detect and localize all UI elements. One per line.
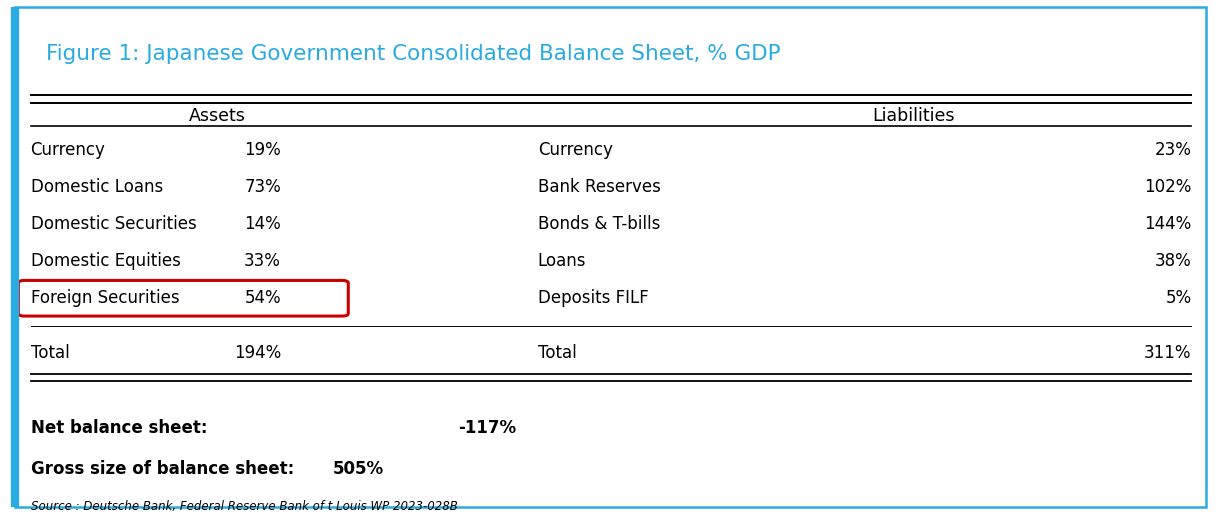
Text: Net balance sheet:: Net balance sheet: (31, 418, 207, 437)
Text: 33%: 33% (244, 252, 281, 270)
Text: 14%: 14% (244, 215, 281, 233)
Text: Domestic Loans: Domestic Loans (31, 178, 163, 196)
Text: Source : Deutsche Bank, Federal Reserve Bank of t Louis WP 2023-028B: Source : Deutsche Bank, Federal Reserve … (31, 499, 457, 512)
Text: Domestic Equities: Domestic Equities (31, 252, 181, 270)
Text: Domestic Securities: Domestic Securities (31, 215, 197, 233)
Text: Loans: Loans (538, 252, 587, 270)
Text: 144%: 144% (1144, 215, 1191, 233)
Text: 505%: 505% (332, 460, 384, 478)
Text: 194%: 194% (233, 344, 281, 362)
Text: Total: Total (538, 344, 577, 362)
Text: Deposits FILF: Deposits FILF (538, 289, 649, 307)
Text: Bonds & T-bills: Bonds & T-bills (538, 215, 660, 233)
Text: Figure 1: Japanese Government Consolidated Balance Sheet, % GDP: Figure 1: Japanese Government Consolidat… (46, 44, 781, 64)
Text: Currency: Currency (31, 141, 105, 158)
Text: Bank Reserves: Bank Reserves (538, 178, 661, 196)
Text: 311%: 311% (1144, 344, 1191, 362)
Text: 102%: 102% (1144, 178, 1191, 196)
Text: Currency: Currency (538, 141, 612, 158)
Text: 38%: 38% (1155, 252, 1191, 270)
Text: Foreign Securities: Foreign Securities (31, 289, 180, 307)
Text: 19%: 19% (244, 141, 281, 158)
Text: 5%: 5% (1166, 289, 1191, 307)
Text: 23%: 23% (1155, 141, 1191, 158)
Text: 54%: 54% (244, 289, 281, 307)
Text: Assets: Assets (188, 107, 246, 125)
Text: -117%: -117% (458, 418, 517, 437)
Text: Gross size of balance sheet:: Gross size of balance sheet: (31, 460, 293, 478)
Text: Total: Total (31, 344, 70, 362)
Text: 73%: 73% (244, 178, 281, 196)
Text: Liabilities: Liabilities (873, 107, 954, 125)
